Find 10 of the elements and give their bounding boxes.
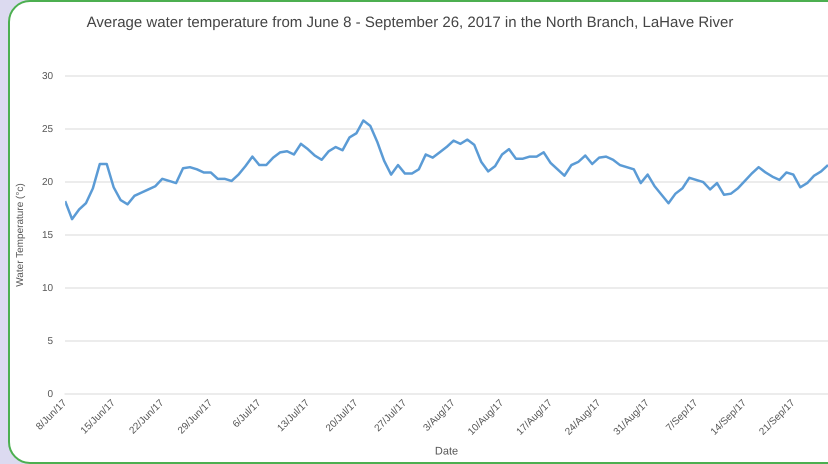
y-axis-title: Water Temperature (°c) [14, 183, 26, 287]
x-axis-title: Date [434, 445, 458, 458]
y-tick-label: 5 [48, 336, 54, 347]
y-tick-label: 30 [42, 70, 54, 82]
y-tick-label: 20 [42, 176, 54, 188]
y-tick-label: 10 [42, 282, 54, 294]
y-tick-label: 15 [42, 230, 54, 241]
chart-title: Average water temperature from June 8 - September 26, 2017 in the North Branch, LaHave River [86, 13, 734, 33]
y-tick-label: 0 [48, 388, 54, 400]
y-tick-label: 25 [42, 124, 54, 135]
